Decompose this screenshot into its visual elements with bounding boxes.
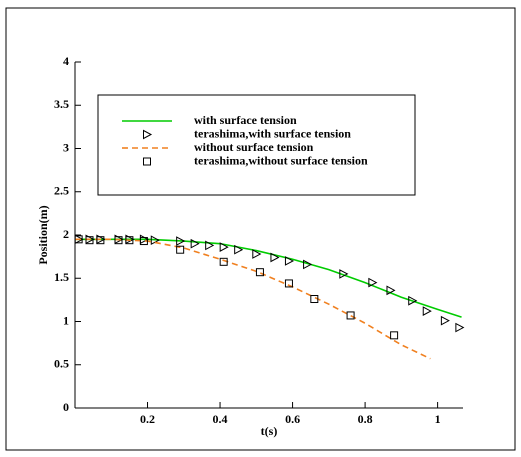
y-tick-label: 3 (63, 140, 69, 154)
marker (408, 295, 418, 306)
marker (176, 236, 186, 246)
marker (205, 240, 215, 251)
x-tick-label: 0.6 (285, 412, 300, 426)
marker (96, 236, 105, 245)
x-tick-label: 0.8 (358, 412, 373, 426)
y-tick-label: 3.5 (54, 97, 69, 111)
marker (219, 257, 228, 266)
frame (5, 7, 516, 451)
marker (176, 245, 185, 254)
legend-swatch (143, 157, 151, 166)
y-tick-label: 0 (63, 400, 69, 414)
marker (390, 331, 399, 340)
y-axis-label: Position(m) (36, 205, 50, 264)
marker (284, 256, 295, 266)
marker (422, 306, 432, 316)
marker (386, 285, 396, 296)
legend-label: without surface tension (194, 140, 314, 154)
marker (303, 259, 313, 270)
x-axis-label: t(s) (261, 424, 278, 438)
marker (219, 242, 229, 252)
marker (85, 236, 94, 245)
marker (440, 315, 450, 326)
marker (190, 238, 200, 249)
marker (284, 279, 293, 288)
legend (97, 94, 416, 196)
series-line (75, 238, 462, 318)
marker (255, 268, 264, 277)
x-tick-label: 0.2 (140, 412, 155, 426)
marker (139, 237, 148, 246)
marker (114, 236, 123, 245)
legend-label: terashima,with surface tension (194, 126, 351, 140)
legend-label: terashima,without surface tension (194, 153, 368, 167)
y-tick-label: 4 (63, 54, 69, 68)
marker (346, 311, 355, 320)
marker (310, 295, 319, 304)
legend-swatch (143, 129, 153, 140)
marker (252, 249, 262, 259)
marker (339, 269, 349, 279)
marker (270, 252, 280, 263)
marker (368, 277, 378, 288)
marker (234, 244, 244, 255)
marker (455, 322, 465, 333)
y-tick-label: 2.5 (54, 184, 69, 198)
x-tick-label: 1 (435, 412, 441, 426)
y-tick-label: 2 (63, 227, 69, 241)
x-tick-label: 0.4 (213, 412, 228, 426)
marker (125, 236, 134, 245)
y-tick-label: 1 (63, 313, 69, 327)
y-tick-label: 1.5 (54, 270, 69, 284)
y-tick-label: 0.5 (54, 357, 69, 371)
marker (74, 235, 83, 244)
legend-label: with surface tension (194, 113, 297, 127)
